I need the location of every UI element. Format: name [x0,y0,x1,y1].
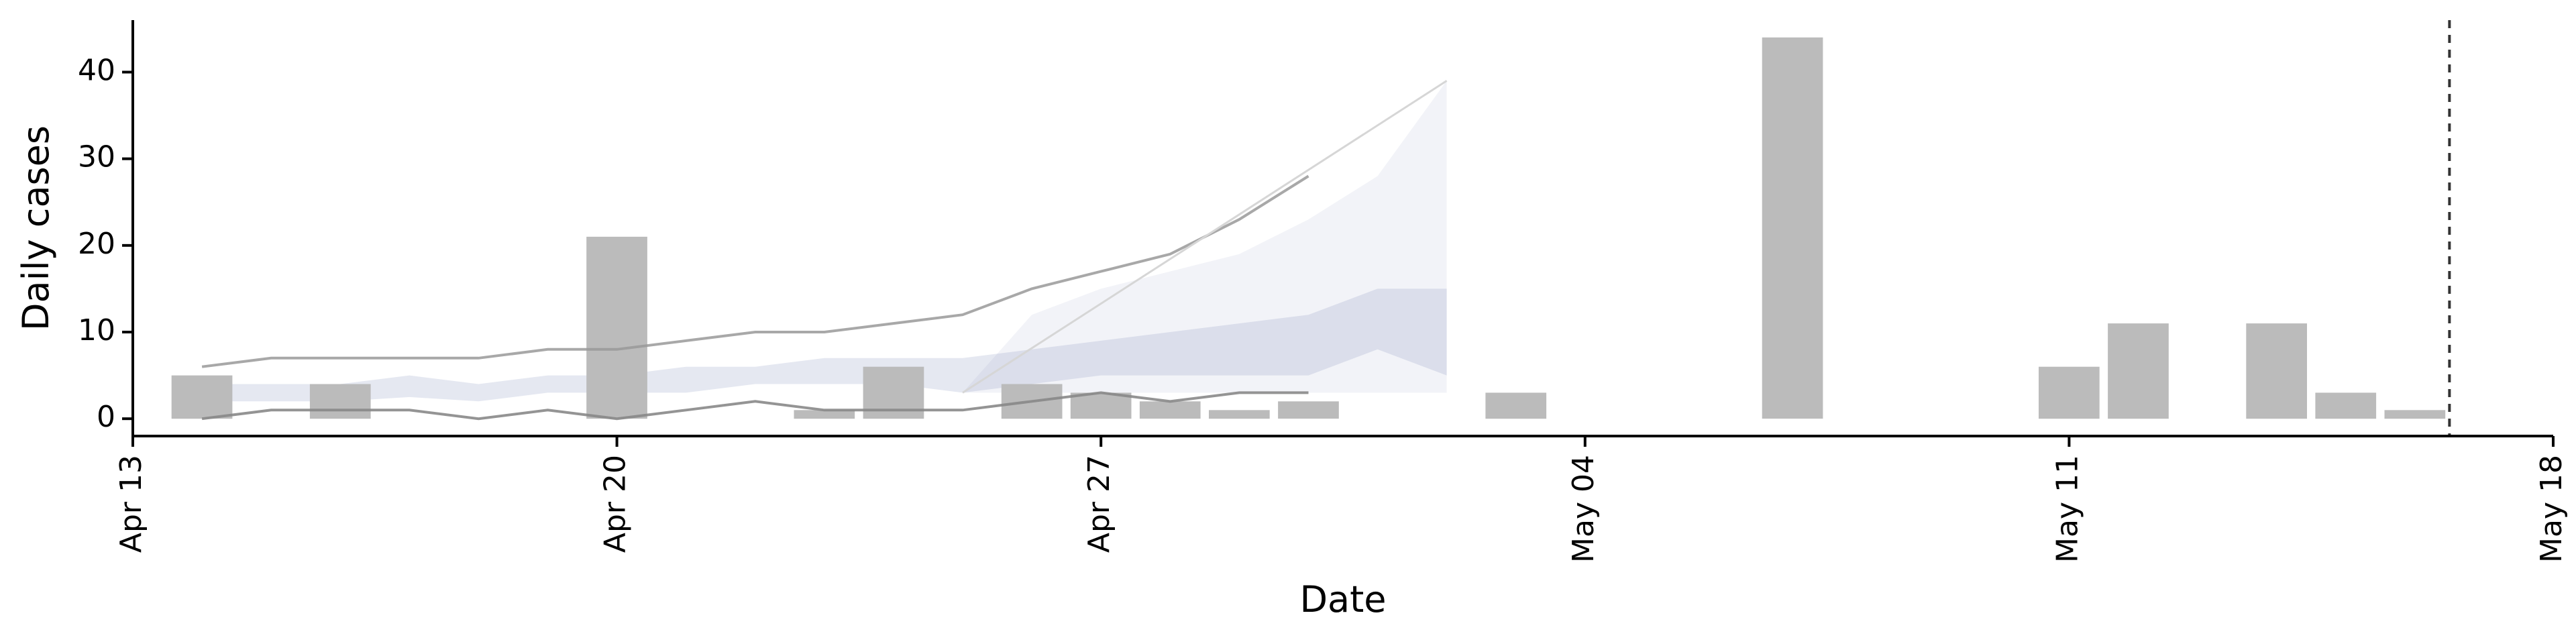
y-ticks: 0 10 20 30 40 [78,54,133,434]
x-axis-title: Date [1299,578,1386,621]
y-tick-label: 40 [78,54,115,88]
bar [2246,323,2307,419]
bars-layer [171,37,2446,419]
forecast-upper-fade-line [962,80,1448,394]
bar [1278,401,1339,419]
x-tick-label: Apr 20 [598,455,633,553]
y-tick-label: 20 [78,227,115,261]
bar [171,375,233,419]
bar [2315,392,2377,419]
forecast-layer [202,80,1447,402]
y-tick-label: 30 [78,140,115,174]
bar [2384,410,2446,419]
bar [2108,323,2169,419]
x-tick-label: May 04 [1566,455,1601,563]
forecast-lower-line [201,391,1309,421]
bar [794,410,855,419]
x-tick-label: Apr 13 [114,455,148,553]
x-ticks: Apr 13 Apr 20 Apr 27 May 04 May 11 May 18 [114,436,2569,563]
bar [1070,392,1132,419]
bar [586,236,647,419]
forecast-inner-band [202,288,1447,402]
bar [1209,410,1270,419]
x-tick-label: Apr 27 [1082,455,1116,553]
forecast-upper-line [201,174,1309,368]
y-tick-label: 10 [78,313,115,347]
forecast-lines-layer [201,80,1448,421]
x-tick-label: May 18 [2534,455,2569,563]
x-tick-label: May 11 [2050,455,2084,563]
y-axis-title: Daily cases [15,125,57,331]
bar [1139,401,1201,419]
bar [1762,37,1823,419]
y-tick-label: 0 [97,400,115,434]
bar [2039,366,2100,419]
axes-layer [131,20,2553,437]
forecast-outer-band [202,80,1447,393]
bar [1485,392,1547,419]
bar [309,384,371,419]
